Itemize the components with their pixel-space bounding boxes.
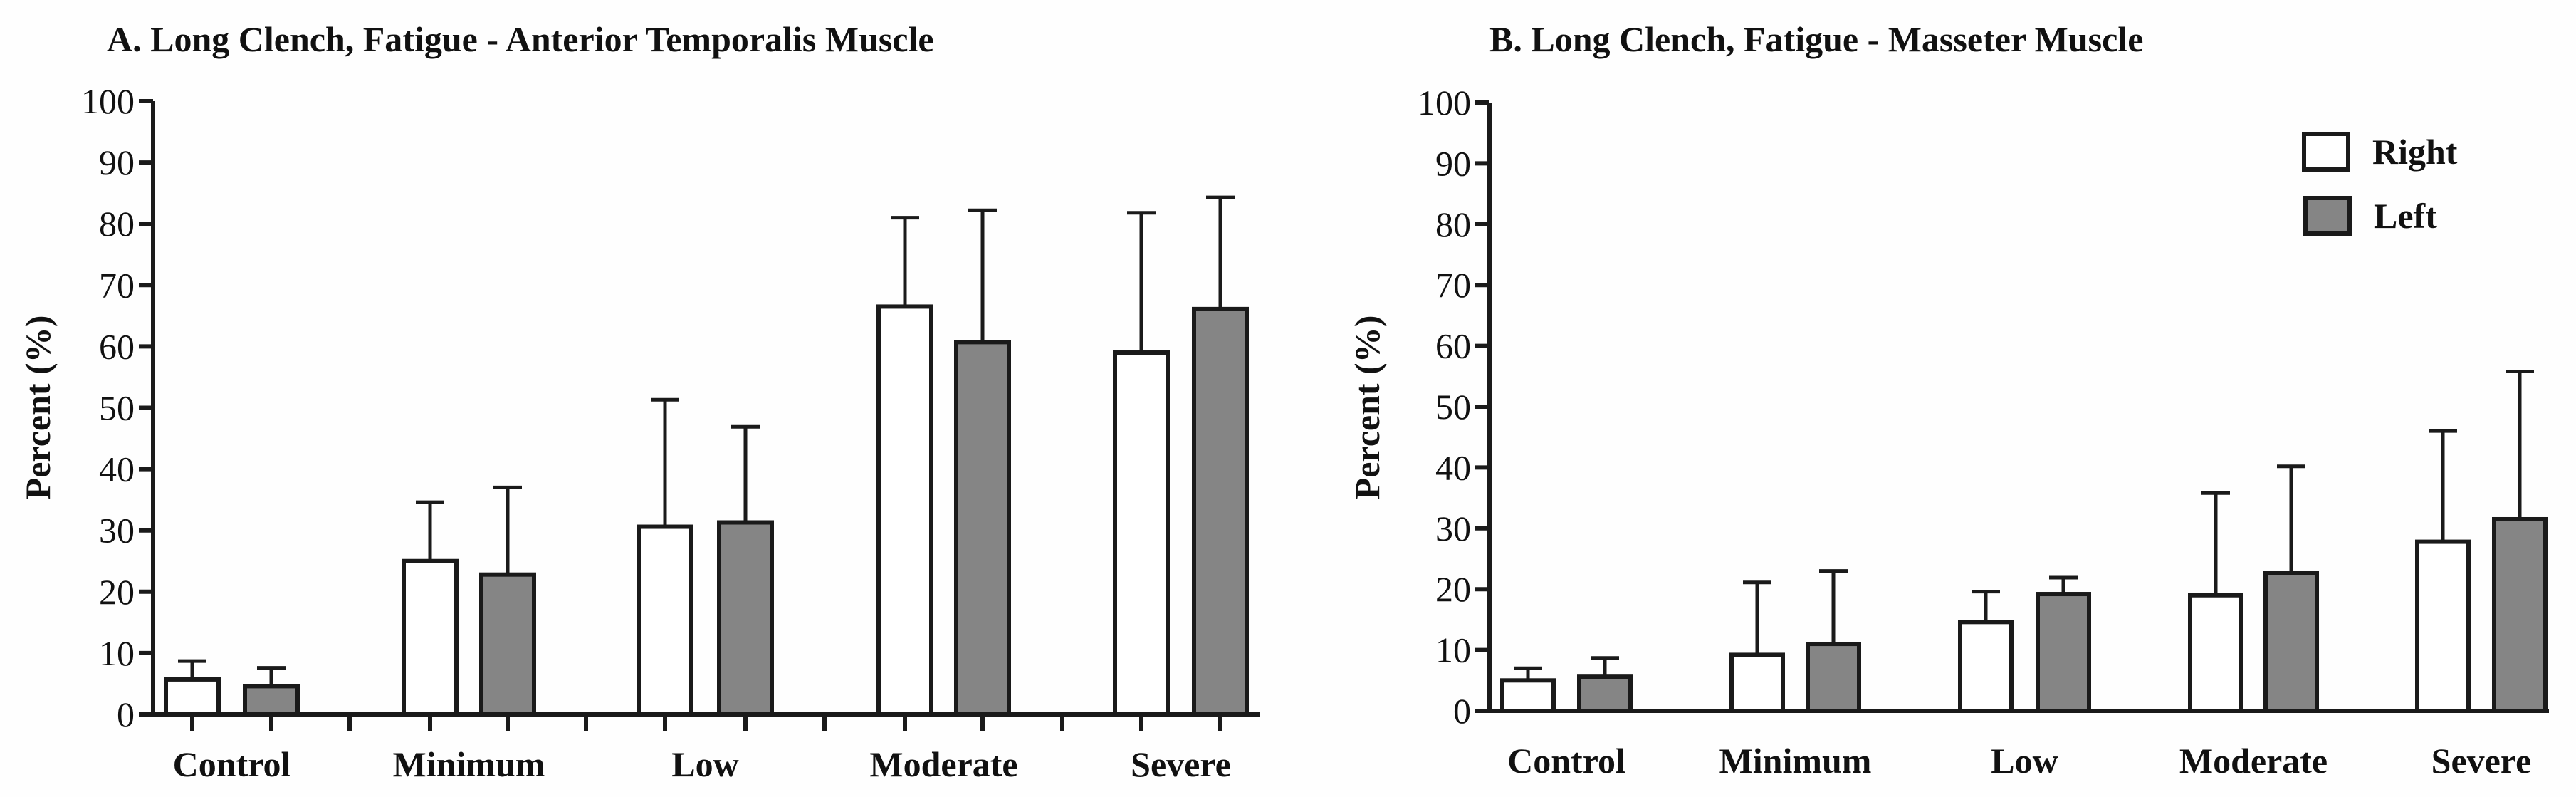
category-label-moderate: Moderate [2179, 741, 2328, 781]
category-label-control: Control [173, 744, 291, 784]
bar-right-low [1958, 620, 2014, 713]
y-tick-label: 70 [99, 265, 135, 305]
category-label-control: Control [1507, 741, 1625, 781]
y-tick-label: 20 [1435, 569, 1471, 609]
panel-b-y-ticks: 0 10 20 30 40 50 60 70 80 90 100 [1418, 83, 1489, 731]
y-tick-label: 100 [81, 81, 135, 121]
y-tick-label: 20 [99, 572, 135, 612]
bar-right-control [164, 677, 221, 717]
bar-left-control [1577, 674, 1633, 714]
bar-left-moderate [2263, 571, 2319, 713]
legend-label-right: Right [2372, 132, 2458, 172]
category-label-low: Low [671, 744, 738, 784]
panel-a: A. Long Clench, Fatigue - Anterior Tempo… [18, 19, 1260, 784]
y-tick-label: 60 [1435, 326, 1471, 366]
panel-b-bars [1500, 369, 2548, 714]
panel-a-y-ticks: 0 10 20 30 40 50 60 70 80 90 100 [81, 81, 153, 734]
panel-b: B. Long Clench, Fatigue - Masseter Muscl… [1347, 19, 2549, 781]
bar-right-severe [2415, 539, 2471, 714]
category-label-minimum: Minimum [1719, 741, 1872, 781]
y-tick-label: 60 [99, 326, 135, 366]
y-tick-label: 50 [99, 388, 135, 428]
panel-a-title: A. Long Clench, Fatigue - Anterior Tempo… [107, 19, 934, 59]
bar-right-control [1500, 678, 1556, 713]
y-tick-label: 50 [1435, 387, 1471, 427]
category-label-minimum: Minimum [393, 744, 545, 784]
panel-a-category-labels: Control Minimum Low Moderate Severe [173, 744, 1231, 784]
y-tick-label: 40 [99, 449, 135, 489]
y-tick-label: 0 [1453, 691, 1471, 731]
category-label-severe: Severe [2431, 741, 2532, 781]
bar-left-severe [2492, 516, 2548, 713]
panel-b-title: B. Long Clench, Fatigue - Masseter Muscl… [1489, 19, 2143, 59]
legend-label-left: Left [2374, 196, 2437, 236]
panel-a-y-axis-title: Percent (%) [18, 316, 58, 500]
y-tick-label: 0 [117, 694, 135, 734]
bar-right-severe [1113, 350, 1170, 717]
bar-left-control [243, 684, 300, 717]
panel-b-category-labels: Control Minimum Low Moderate Severe [1507, 741, 2531, 781]
bar-right-minimum [402, 558, 459, 717]
panel-a-x-ticks [190, 714, 1222, 731]
panel-b-y-axis-title: Percent (%) [1347, 316, 1387, 500]
y-tick-label: 10 [1435, 630, 1471, 670]
bar-left-low [2036, 592, 2091, 713]
category-label-severe: Severe [1131, 744, 1231, 784]
bar-right-moderate [2188, 593, 2243, 713]
bar-left-minimum [479, 572, 536, 717]
y-tick-label: 30 [99, 511, 135, 551]
y-tick-label: 80 [99, 204, 135, 244]
y-tick-label: 70 [1435, 265, 1471, 305]
bar-left-severe [1192, 306, 1249, 717]
panel-b-legend: Right Left [2302, 132, 2458, 236]
y-tick-label: 30 [1435, 509, 1471, 548]
y-tick-label: 10 [99, 633, 135, 673]
bar-right-low [637, 524, 693, 717]
y-tick-label: 40 [1435, 447, 1471, 487]
y-tick-label: 90 [99, 142, 135, 182]
y-tick-label: 90 [1435, 143, 1471, 183]
panel-a-bars [164, 195, 1249, 717]
category-label-moderate: Moderate [869, 744, 1017, 784]
bar-right-minimum [1729, 652, 1785, 714]
category-label-low: Low [1991, 741, 2058, 781]
bar-right-moderate [876, 304, 933, 717]
bar-left-moderate [954, 340, 1011, 717]
y-tick-label: 80 [1435, 204, 1471, 244]
legend-swatch-left [2303, 196, 2352, 236]
bar-left-low [717, 520, 774, 717]
legend-swatch-right [2302, 132, 2350, 172]
y-tick-label: 100 [1418, 83, 1471, 123]
bar-left-minimum [1806, 642, 1861, 713]
